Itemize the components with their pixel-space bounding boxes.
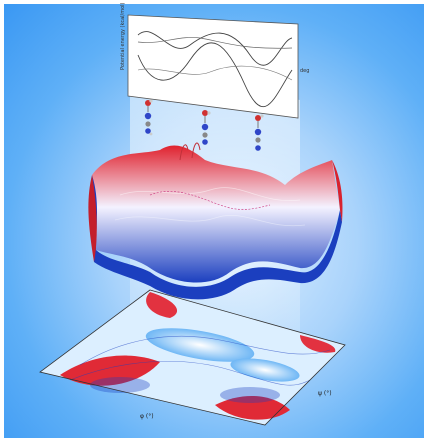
energy-surface-3d — [88, 142, 343, 300]
inset-chart: Potential energy (kcal/mol) deg — [120, 2, 309, 119]
inset-ylabel: Potential energy (kcal/mol) — [120, 2, 126, 70]
contour-x-label: φ (°) — [140, 413, 154, 420]
inset-xlabel: deg — [300, 68, 309, 74]
contour-map: φ (°) ψ (°) — [39, 289, 346, 426]
contour-y-label: ψ (°) — [318, 390, 332, 397]
molecule-icon-2 — [201, 110, 211, 145]
molecule-icon-1 — [144, 99, 153, 136]
molecule-icon-3 — [254, 114, 264, 151]
